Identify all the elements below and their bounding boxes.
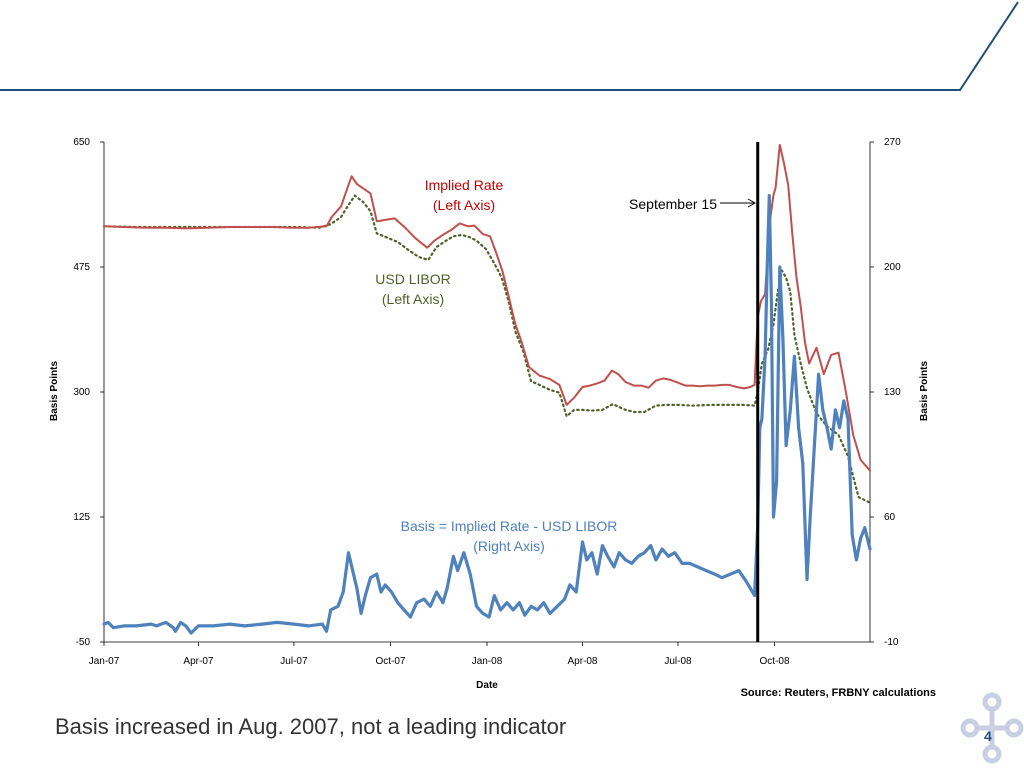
event-label: September 15 bbox=[629, 196, 717, 212]
series-line-libor bbox=[102, 194, 872, 504]
series-layer bbox=[102, 142, 872, 642]
slide-caption: Basis increased in Aug. 2007, not a lead… bbox=[55, 714, 567, 739]
tick-layer: -50 125 300 475 650 -10 60 130 200 270 Jan-07 Apr-0… bbox=[73, 137, 901, 667]
event-arrow bbox=[720, 198, 757, 208]
x-tick-label: Jul-08 bbox=[664, 656, 692, 667]
implied-rate-label-2: (Left Axis) bbox=[433, 197, 495, 213]
x-tick-label: Oct-07 bbox=[375, 656, 405, 667]
x-tick-label: Jul-07 bbox=[280, 656, 308, 667]
x-tick-label: Jan-07 bbox=[89, 656, 120, 667]
series-line-basis bbox=[102, 194, 872, 635]
implied-rate-label-1: Implied Rate bbox=[425, 177, 504, 193]
header-rule bbox=[0, 1, 1019, 91]
x-axis-title: Date bbox=[476, 680, 498, 691]
y-right-tick-label: 60 bbox=[884, 512, 896, 523]
frbny-logo-icon bbox=[960, 692, 1024, 764]
x-tick-label: Jan-08 bbox=[472, 656, 503, 667]
page-number: 4 bbox=[984, 728, 992, 744]
y-right-tick-label: 270 bbox=[884, 137, 901, 148]
y-axis-title-left: Basis Points bbox=[49, 361, 60, 421]
x-tick-label: Apr-07 bbox=[183, 656, 213, 667]
libor-label-2: (Left Axis) bbox=[382, 291, 444, 307]
series-line-implied bbox=[103, 143, 871, 472]
y-left-tick-label: 300 bbox=[73, 387, 90, 398]
y-left-tick-label: -50 bbox=[76, 637, 91, 648]
x-tick-label: Apr-08 bbox=[567, 656, 597, 667]
y-left-tick-label: 650 bbox=[73, 137, 90, 148]
source-note: Source: Reuters, FRBNY calculations bbox=[741, 687, 936, 699]
libor-label-1: USD LIBOR bbox=[375, 271, 450, 287]
x-tick-label: Oct-08 bbox=[760, 656, 790, 667]
basis-label-1: Basis = Implied Rate - USD LIBOR bbox=[401, 518, 618, 534]
y-left-tick-label: 125 bbox=[73, 512, 90, 523]
y-right-tick-label: -10 bbox=[884, 637, 899, 648]
basis-label-2: (Right Axis) bbox=[473, 538, 545, 554]
y-left-tick-label: 475 bbox=[73, 262, 90, 273]
y-right-tick-label: 130 bbox=[884, 387, 901, 398]
y-right-tick-label: 200 bbox=[884, 262, 901, 273]
header-rule-line bbox=[0, 1, 1019, 91]
y-axis-title-right: Basis Points bbox=[919, 361, 930, 421]
